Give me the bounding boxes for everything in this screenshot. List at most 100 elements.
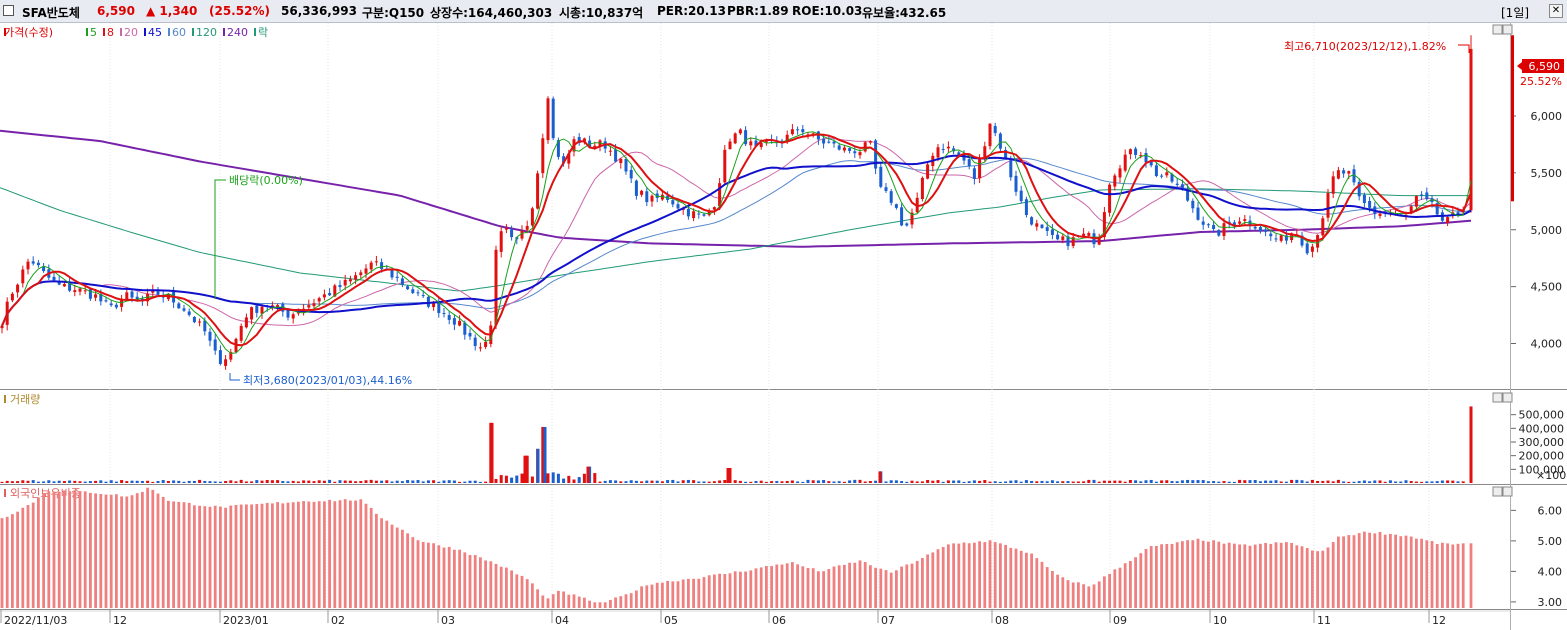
select-checkbox[interactable] — [3, 5, 14, 16]
stock-name[interactable]: SFA반도체 — [22, 6, 80, 20]
volume-bar — [853, 479, 857, 483]
stock-chart[interactable]: 가격(수정) 5 8 20 45 60 120 240 락 거래량 외국인보유비중 최고6,… — [0, 23, 1567, 630]
close-panel-icon[interactable] — [1502, 486, 1513, 497]
foreign-ratio-bar — [962, 542, 966, 608]
high-annotation: 최고6,710(2023/12/12),1.82% — [1284, 40, 1470, 53]
volume-bar — [390, 481, 394, 483]
volume-panel-buttons[interactable] — [1492, 392, 1513, 403]
candle-body — [983, 146, 987, 160]
candle-body — [1274, 238, 1278, 240]
foreign-ratio-bar — [936, 549, 940, 608]
candle-body — [655, 193, 659, 198]
foreign-ratio-bar — [687, 578, 690, 608]
volume-bar — [530, 476, 534, 483]
volume-bar — [463, 481, 467, 483]
foreign-ratio-bar — [83, 491, 87, 608]
foreign-ratio-bar — [198, 505, 201, 608]
reserve-ratio: 유보율:432.65 — [862, 6, 947, 20]
candle-body — [458, 320, 462, 326]
date-label: 06 — [772, 614, 786, 627]
candle-body — [993, 126, 997, 134]
volume-bar — [868, 480, 872, 483]
date-label: 09 — [1113, 614, 1127, 627]
foreign-ratio-bar — [354, 500, 357, 608]
volume-bar — [1388, 480, 1392, 483]
volume-bar — [213, 481, 217, 483]
foreign-ratio-bar — [1181, 541, 1184, 608]
legend-swatch — [168, 28, 170, 36]
foreign-ratio-bar — [260, 503, 264, 608]
close-panel-icon[interactable] — [1502, 392, 1513, 403]
volume-bar — [1383, 481, 1387, 483]
legend-swatch — [4, 395, 6, 403]
volume-spike-bar — [536, 448, 540, 483]
candle-body — [369, 262, 373, 270]
foreign-ratio-bar — [1113, 569, 1117, 608]
price-panel-buttons[interactable] — [1492, 24, 1513, 35]
foreign-ratio-bar — [265, 502, 269, 608]
volume-bar — [707, 481, 711, 483]
candle-body — [1097, 238, 1101, 245]
volume-bar — [1227, 481, 1231, 483]
volume-tick-label: 500,000 — [1519, 409, 1565, 422]
close-icon[interactable]: ✕ — [1549, 4, 1563, 18]
candle-body — [1082, 233, 1086, 237]
candle-body — [400, 278, 404, 285]
close-panel-icon[interactable] — [1502, 24, 1513, 35]
foreign-panel-buttons[interactable] — [1492, 486, 1513, 497]
foreign-tick-label: 4.00 — [1538, 565, 1563, 578]
foreign-ratio-bar — [250, 504, 253, 608]
candle-body — [421, 295, 425, 297]
candle-body — [1435, 203, 1439, 215]
period-selector[interactable]: [1일] — [1501, 6, 1530, 20]
foreign-ratio-bar — [1019, 550, 1023, 608]
legend-swatch — [144, 28, 146, 36]
foreign-ratio-bar — [941, 547, 945, 608]
volume-bar — [1087, 479, 1091, 483]
candle-body — [1342, 170, 1346, 174]
candle-body — [546, 98, 550, 141]
foreign-ratio-bar — [1248, 545, 1252, 608]
volume-bar — [1030, 480, 1034, 483]
maximize-icon[interactable] — [1492, 24, 1503, 35]
volume-bar — [1149, 479, 1153, 483]
volume-bar — [140, 480, 144, 483]
foreign-ratio-bar — [499, 566, 503, 608]
candle-body — [801, 129, 805, 133]
candle-body — [390, 270, 394, 278]
foreign-ratio-bar — [94, 493, 97, 608]
volume-bar — [57, 480, 61, 483]
candle-body — [941, 148, 945, 150]
volume-bar — [1092, 479, 1096, 483]
foreign-ratio-bar — [822, 571, 825, 608]
legend-swatch — [192, 28, 194, 36]
candle-body — [1128, 149, 1132, 155]
foreign-ratio-bar — [1269, 543, 1273, 608]
maximize-icon[interactable] — [1492, 392, 1503, 403]
volume-bar — [848, 480, 852, 483]
foreign-ratio-bar — [1009, 547, 1013, 608]
high-label: 최고6,710(2023/12/12),1.82% — [1284, 40, 1446, 53]
volume-bar — [889, 480, 893, 483]
volume-bar — [312, 481, 316, 483]
volume-bar — [1316, 481, 1320, 483]
volume-bar — [426, 480, 430, 483]
foreign-ratio-bar — [1357, 533, 1361, 608]
volume-bar — [1004, 481, 1008, 483]
volume-bar — [1456, 481, 1460, 483]
foreign-ratio-bar — [629, 593, 633, 608]
foreign-ratio-bar — [827, 569, 831, 608]
volume-bar — [182, 481, 186, 483]
volume-bar — [1175, 481, 1179, 483]
volume-bar — [1123, 481, 1127, 483]
foreign-ratio-bar — [78, 491, 82, 608]
price-legend: 가격(수정) 5 8 20 45 60 120 240 락 — [4, 26, 268, 497]
candle-body — [104, 300, 108, 302]
volume-bar — [1414, 481, 1418, 483]
candle-body — [796, 129, 800, 131]
price-badge-text: 6,590 — [1529, 60, 1561, 73]
volume-bar — [406, 480, 410, 483]
foreign-ratio-bar — [1134, 557, 1137, 608]
maximize-icon[interactable] — [1492, 486, 1503, 497]
candle-body — [1425, 192, 1429, 200]
